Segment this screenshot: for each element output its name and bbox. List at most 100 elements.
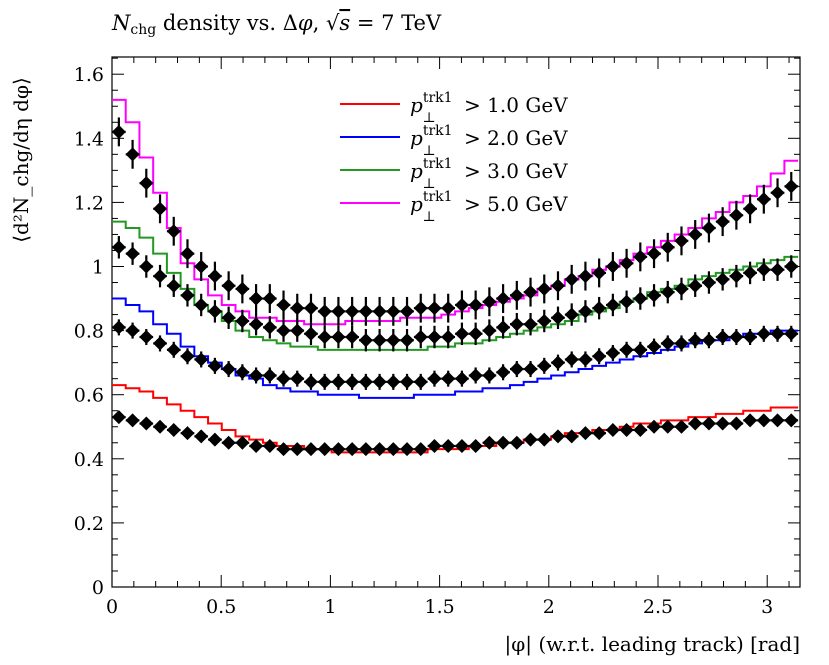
data-point bbox=[194, 352, 209, 367]
data-point bbox=[166, 342, 181, 357]
y-tick-label: 0.4 bbox=[74, 449, 104, 471]
data-point bbox=[386, 374, 401, 389]
data-point bbox=[345, 442, 360, 457]
data-point bbox=[468, 368, 483, 383]
data-point bbox=[701, 275, 716, 290]
data-point bbox=[468, 297, 483, 312]
data-point bbox=[249, 438, 264, 453]
data-point bbox=[509, 288, 524, 303]
data-point bbox=[688, 278, 703, 293]
x-tick-label: 2 bbox=[543, 596, 555, 618]
plot-marks bbox=[111, 98, 799, 457]
data-point bbox=[331, 330, 346, 345]
data-point bbox=[619, 422, 634, 437]
data-point bbox=[317, 330, 332, 345]
data-point bbox=[660, 336, 675, 351]
data-point bbox=[756, 192, 771, 207]
data-point bbox=[249, 368, 264, 383]
data-point bbox=[482, 435, 497, 450]
data-point bbox=[715, 330, 730, 345]
data-point bbox=[276, 371, 291, 386]
data-point bbox=[317, 374, 332, 389]
legend-label: ptrk1 ⊥ > 2.0 GeV bbox=[410, 123, 568, 159]
data-point bbox=[400, 333, 415, 348]
data-point bbox=[674, 336, 689, 351]
data-point bbox=[784, 179, 799, 194]
data-point bbox=[605, 346, 620, 361]
data-point bbox=[303, 301, 318, 316]
data-point bbox=[578, 352, 593, 367]
data-point bbox=[139, 259, 154, 274]
data-point bbox=[153, 269, 168, 284]
data-point bbox=[688, 227, 703, 242]
data-point bbox=[660, 240, 675, 255]
data-point bbox=[441, 301, 456, 316]
data-point bbox=[674, 419, 689, 434]
data-point bbox=[235, 435, 250, 450]
data-point bbox=[111, 124, 126, 139]
y-tick-label: 1.4 bbox=[74, 128, 104, 150]
data-point bbox=[701, 221, 716, 236]
data-point bbox=[153, 336, 168, 351]
x-tick-label: 0.5 bbox=[206, 596, 236, 618]
data-point bbox=[633, 249, 648, 264]
data-point bbox=[427, 371, 442, 386]
data-point bbox=[441, 438, 456, 453]
data-point bbox=[125, 147, 140, 162]
data-point bbox=[345, 330, 360, 345]
data-point bbox=[674, 281, 689, 296]
data-point bbox=[194, 429, 209, 444]
data-point bbox=[276, 323, 291, 338]
data-point bbox=[592, 426, 607, 441]
data-point bbox=[482, 294, 497, 309]
data-point bbox=[235, 313, 250, 328]
mc-histogram-line bbox=[112, 384, 799, 454]
data-point bbox=[454, 438, 469, 453]
data-point bbox=[509, 362, 524, 377]
data-point bbox=[125, 246, 140, 261]
data-point bbox=[537, 358, 552, 373]
data-point bbox=[290, 442, 305, 457]
data-point bbox=[386, 304, 401, 319]
data-point bbox=[166, 422, 181, 437]
data-point bbox=[345, 304, 360, 319]
data-point bbox=[331, 374, 346, 389]
data-point bbox=[427, 438, 442, 453]
data-point bbox=[235, 281, 250, 296]
data-point bbox=[221, 310, 236, 325]
data-point bbox=[290, 323, 305, 338]
data-point bbox=[441, 371, 456, 386]
data-point bbox=[509, 435, 524, 450]
data-point bbox=[592, 265, 607, 280]
data-point bbox=[729, 330, 744, 345]
data-point bbox=[111, 410, 126, 425]
data-point bbox=[729, 269, 744, 284]
data-point bbox=[427, 330, 442, 345]
data-point bbox=[207, 269, 222, 284]
data-point bbox=[578, 426, 593, 441]
data-point bbox=[358, 442, 373, 457]
data-point bbox=[743, 201, 758, 216]
data-point bbox=[743, 413, 758, 428]
data-point bbox=[180, 349, 195, 364]
data-point bbox=[317, 442, 332, 457]
data-point bbox=[578, 269, 593, 284]
data-point bbox=[647, 339, 662, 354]
data-point bbox=[715, 214, 730, 229]
data-point bbox=[619, 256, 634, 271]
y-axis-label: ⟨d²N_chg/dη dφ⟩ bbox=[9, 77, 33, 243]
data-point bbox=[619, 342, 634, 357]
data-point bbox=[454, 371, 469, 386]
data-point bbox=[153, 201, 168, 216]
y-tick-label: 0.8 bbox=[74, 321, 104, 343]
y-tick-label: 0 bbox=[92, 577, 104, 599]
data-point bbox=[496, 320, 511, 335]
data-point bbox=[647, 419, 662, 434]
data-point bbox=[400, 442, 415, 457]
data-point bbox=[345, 374, 360, 389]
data-point bbox=[441, 330, 456, 345]
data-point bbox=[715, 416, 730, 431]
data-point bbox=[400, 304, 415, 319]
y-tick-label: 0.6 bbox=[74, 385, 104, 407]
